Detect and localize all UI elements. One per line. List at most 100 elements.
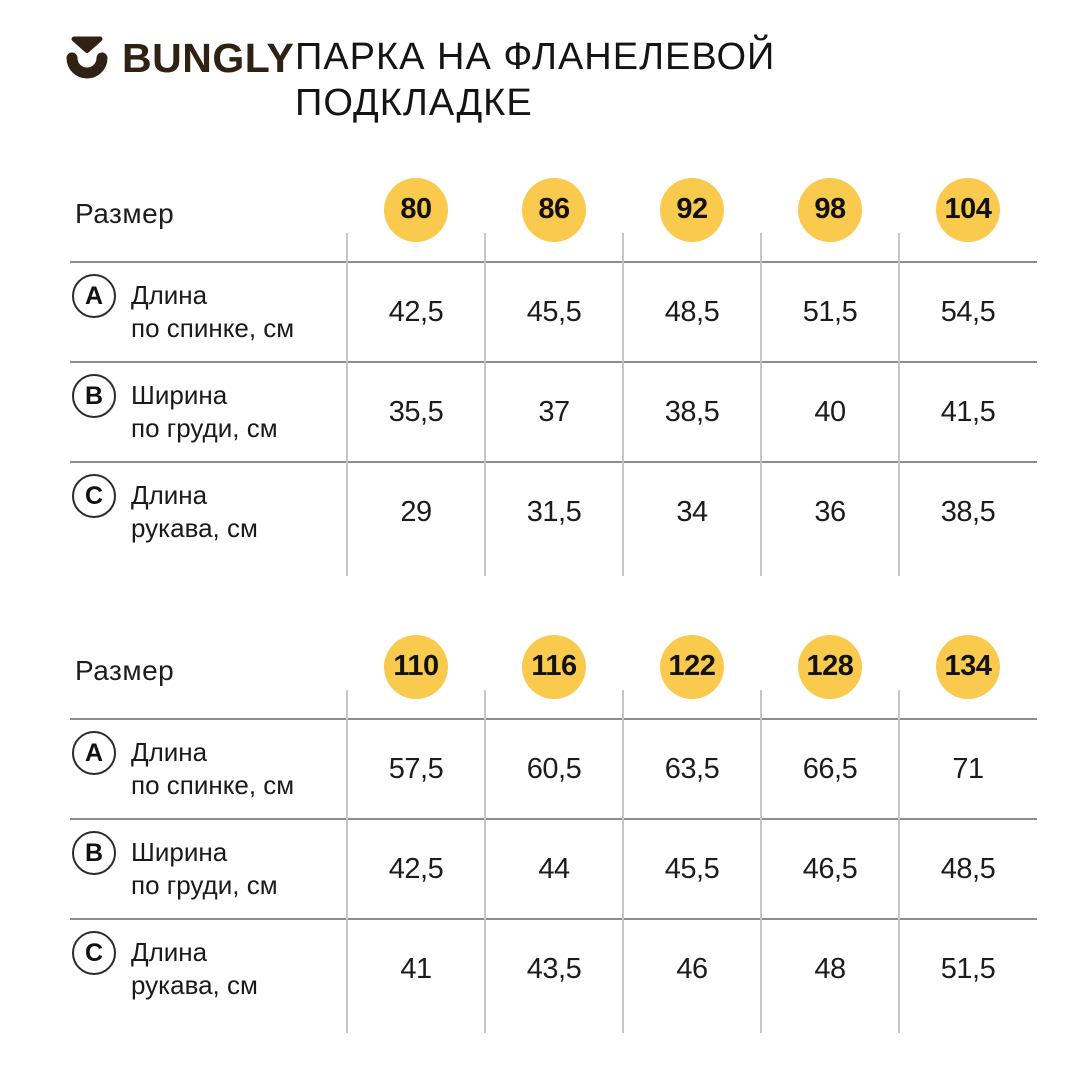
size-badge-128: 128 <box>798 634 862 699</box>
measure-value: 42,5 <box>388 852 444 885</box>
column-divider <box>898 690 900 1033</box>
measure-value: 51,5 <box>940 952 996 985</box>
column-divider <box>346 233 348 576</box>
size-badge-80: 80 <box>384 177 448 242</box>
measure-value: 54,5 <box>940 295 996 328</box>
measure-value: 42,5 <box>388 295 444 328</box>
measure-value: 38,5 <box>940 495 996 528</box>
column-divider <box>484 233 486 576</box>
row-label-cell: C Длина рукава, см <box>70 920 347 1018</box>
row-label-cell: A Длина по спинке, см <box>70 263 347 361</box>
size-badge-104: 104 <box>936 177 1000 242</box>
measure-value: 44 <box>538 852 570 885</box>
bungly-smile-icon <box>66 36 108 79</box>
table-row-sleeve-length: C Длина рукава, см 41 43,5 46 48 51,5 <box>70 918 1037 1018</box>
page-title-line2: ПОДКЛАДКЕ <box>295 82 533 124</box>
measure-value: 48,5 <box>940 852 996 885</box>
row-label: Ширина по груди, см <box>131 379 278 445</box>
row-label-cell: B Ширина по груди, см <box>70 363 347 461</box>
size-table-80-104: Размер 80 86 92 98 104 A Длина по спинке… <box>70 166 1037 576</box>
brand-logo: BUNGLY <box>63 34 295 82</box>
measure-value: 37 <box>538 395 570 428</box>
measure-value: 40 <box>814 395 846 428</box>
table-row-back-length: A Длина по спинке, см 57,5 60,5 63,5 66,… <box>70 718 1037 818</box>
letter-badge-c: C <box>72 474 116 518</box>
size-badge-98: 98 <box>798 177 862 242</box>
measure-value: 51,5 <box>802 295 858 328</box>
size-badge-134: 134 <box>936 634 1000 699</box>
measure-value: 71 <box>952 752 984 785</box>
row-label-line1: Длина <box>131 737 208 767</box>
row-label-line2: рукава, см <box>131 970 258 1000</box>
size-header-label: Размер <box>75 654 175 686</box>
size-tables: Размер 80 86 92 98 104 A Длина по спинке… <box>0 166 1080 1033</box>
measure-value: 48 <box>814 952 846 985</box>
measure-value: 63,5 <box>664 752 720 785</box>
table-row-back-length: A Длина по спинке, см 42,5 45,5 48,5 51,… <box>70 261 1037 361</box>
row-label-line2: рукава, см <box>131 513 258 543</box>
size-table-110-134: Размер 110 116 122 128 134 A Длина по сп… <box>70 623 1037 1033</box>
column-divider <box>898 233 900 576</box>
column-divider <box>484 690 486 1033</box>
size-header-row: Размер 110 116 122 128 134 <box>70 623 1037 718</box>
size-badge-86: 86 <box>522 177 586 242</box>
row-label: Длина по спинке, см <box>131 736 294 802</box>
row-label-cell: A Длина по спинке, см <box>70 720 347 818</box>
measure-value: 45,5 <box>526 295 582 328</box>
size-badge-122: 122 <box>660 634 724 699</box>
measure-value: 48,5 <box>664 295 720 328</box>
letter-badge-c: C <box>72 931 116 975</box>
row-label: Длина рукава, см <box>131 479 258 545</box>
row-label-cell: B Ширина по груди, см <box>70 820 347 918</box>
row-label-line1: Ширина <box>131 380 228 410</box>
row-label: Длина рукава, см <box>131 936 258 1002</box>
measure-value: 31,5 <box>526 495 582 528</box>
letter-badge-a: A <box>72 731 116 775</box>
measure-value: 29 <box>400 495 432 528</box>
row-label-line2: по груди, см <box>131 870 278 900</box>
letter-badge-b: B <box>72 374 116 418</box>
measure-value: 35,5 <box>388 395 444 428</box>
size-badge-92: 92 <box>660 177 724 242</box>
brand-name: BUNGLY <box>122 35 295 81</box>
page-title: ПАРКА НА ФЛАНЕЛЕВОЙ ПОДКЛАДКЕ <box>295 34 775 126</box>
measure-value: 41,5 <box>940 395 996 428</box>
table-row-sleeve-length: C Длина рукава, см 29 31,5 34 36 38,5 <box>70 461 1037 561</box>
measure-value: 46,5 <box>802 852 858 885</box>
size-header-label: Размер <box>75 197 175 229</box>
column-divider <box>760 233 762 576</box>
measure-value: 43,5 <box>526 952 582 985</box>
size-badge-110: 110 <box>384 634 448 699</box>
size-header-row: Размер 80 86 92 98 104 <box>70 166 1037 261</box>
measure-value: 45,5 <box>664 852 720 885</box>
column-divider <box>622 690 624 1033</box>
measure-value: 36 <box>814 495 846 528</box>
column-divider <box>760 690 762 1033</box>
row-label-line1: Длина <box>131 480 208 510</box>
column-divider <box>622 233 624 576</box>
size-badge-116: 116 <box>522 634 586 699</box>
letter-badge-b: B <box>72 831 116 875</box>
measure-value: 66,5 <box>802 752 858 785</box>
column-divider <box>346 690 348 1033</box>
row-label-cell: C Длина рукава, см <box>70 463 347 561</box>
letter-badge-a: A <box>72 274 116 318</box>
measure-value: 38,5 <box>664 395 720 428</box>
measure-value: 60,5 <box>526 752 582 785</box>
row-label-line2: по спинке, см <box>131 770 295 800</box>
row-label-line1: Длина <box>131 937 208 967</box>
page-title-line1: ПАРКА НА ФЛАНЕЛЕВОЙ <box>295 36 776 78</box>
row-label-line2: по спинке, см <box>131 313 295 343</box>
measure-value: 34 <box>676 495 708 528</box>
table-row-chest-width: B Ширина по груди, см 42,5 44 45,5 46,5 … <box>70 818 1037 918</box>
page-header: BUNGLY ПАРКА НА ФЛАНЕЛЕВОЙ ПОДКЛАДКЕ <box>0 0 1080 126</box>
measure-value: 57,5 <box>388 752 444 785</box>
measure-value: 46 <box>676 952 708 985</box>
row-label: Ширина по груди, см <box>131 836 278 902</box>
row-label: Длина по спинке, см <box>131 279 294 345</box>
row-label-line1: Ширина <box>131 837 228 867</box>
table-row-chest-width: B Ширина по груди, см 35,5 37 38,5 40 41… <box>70 361 1037 461</box>
row-label-line2: по груди, см <box>131 413 278 443</box>
row-label-line1: Длина <box>131 280 208 310</box>
